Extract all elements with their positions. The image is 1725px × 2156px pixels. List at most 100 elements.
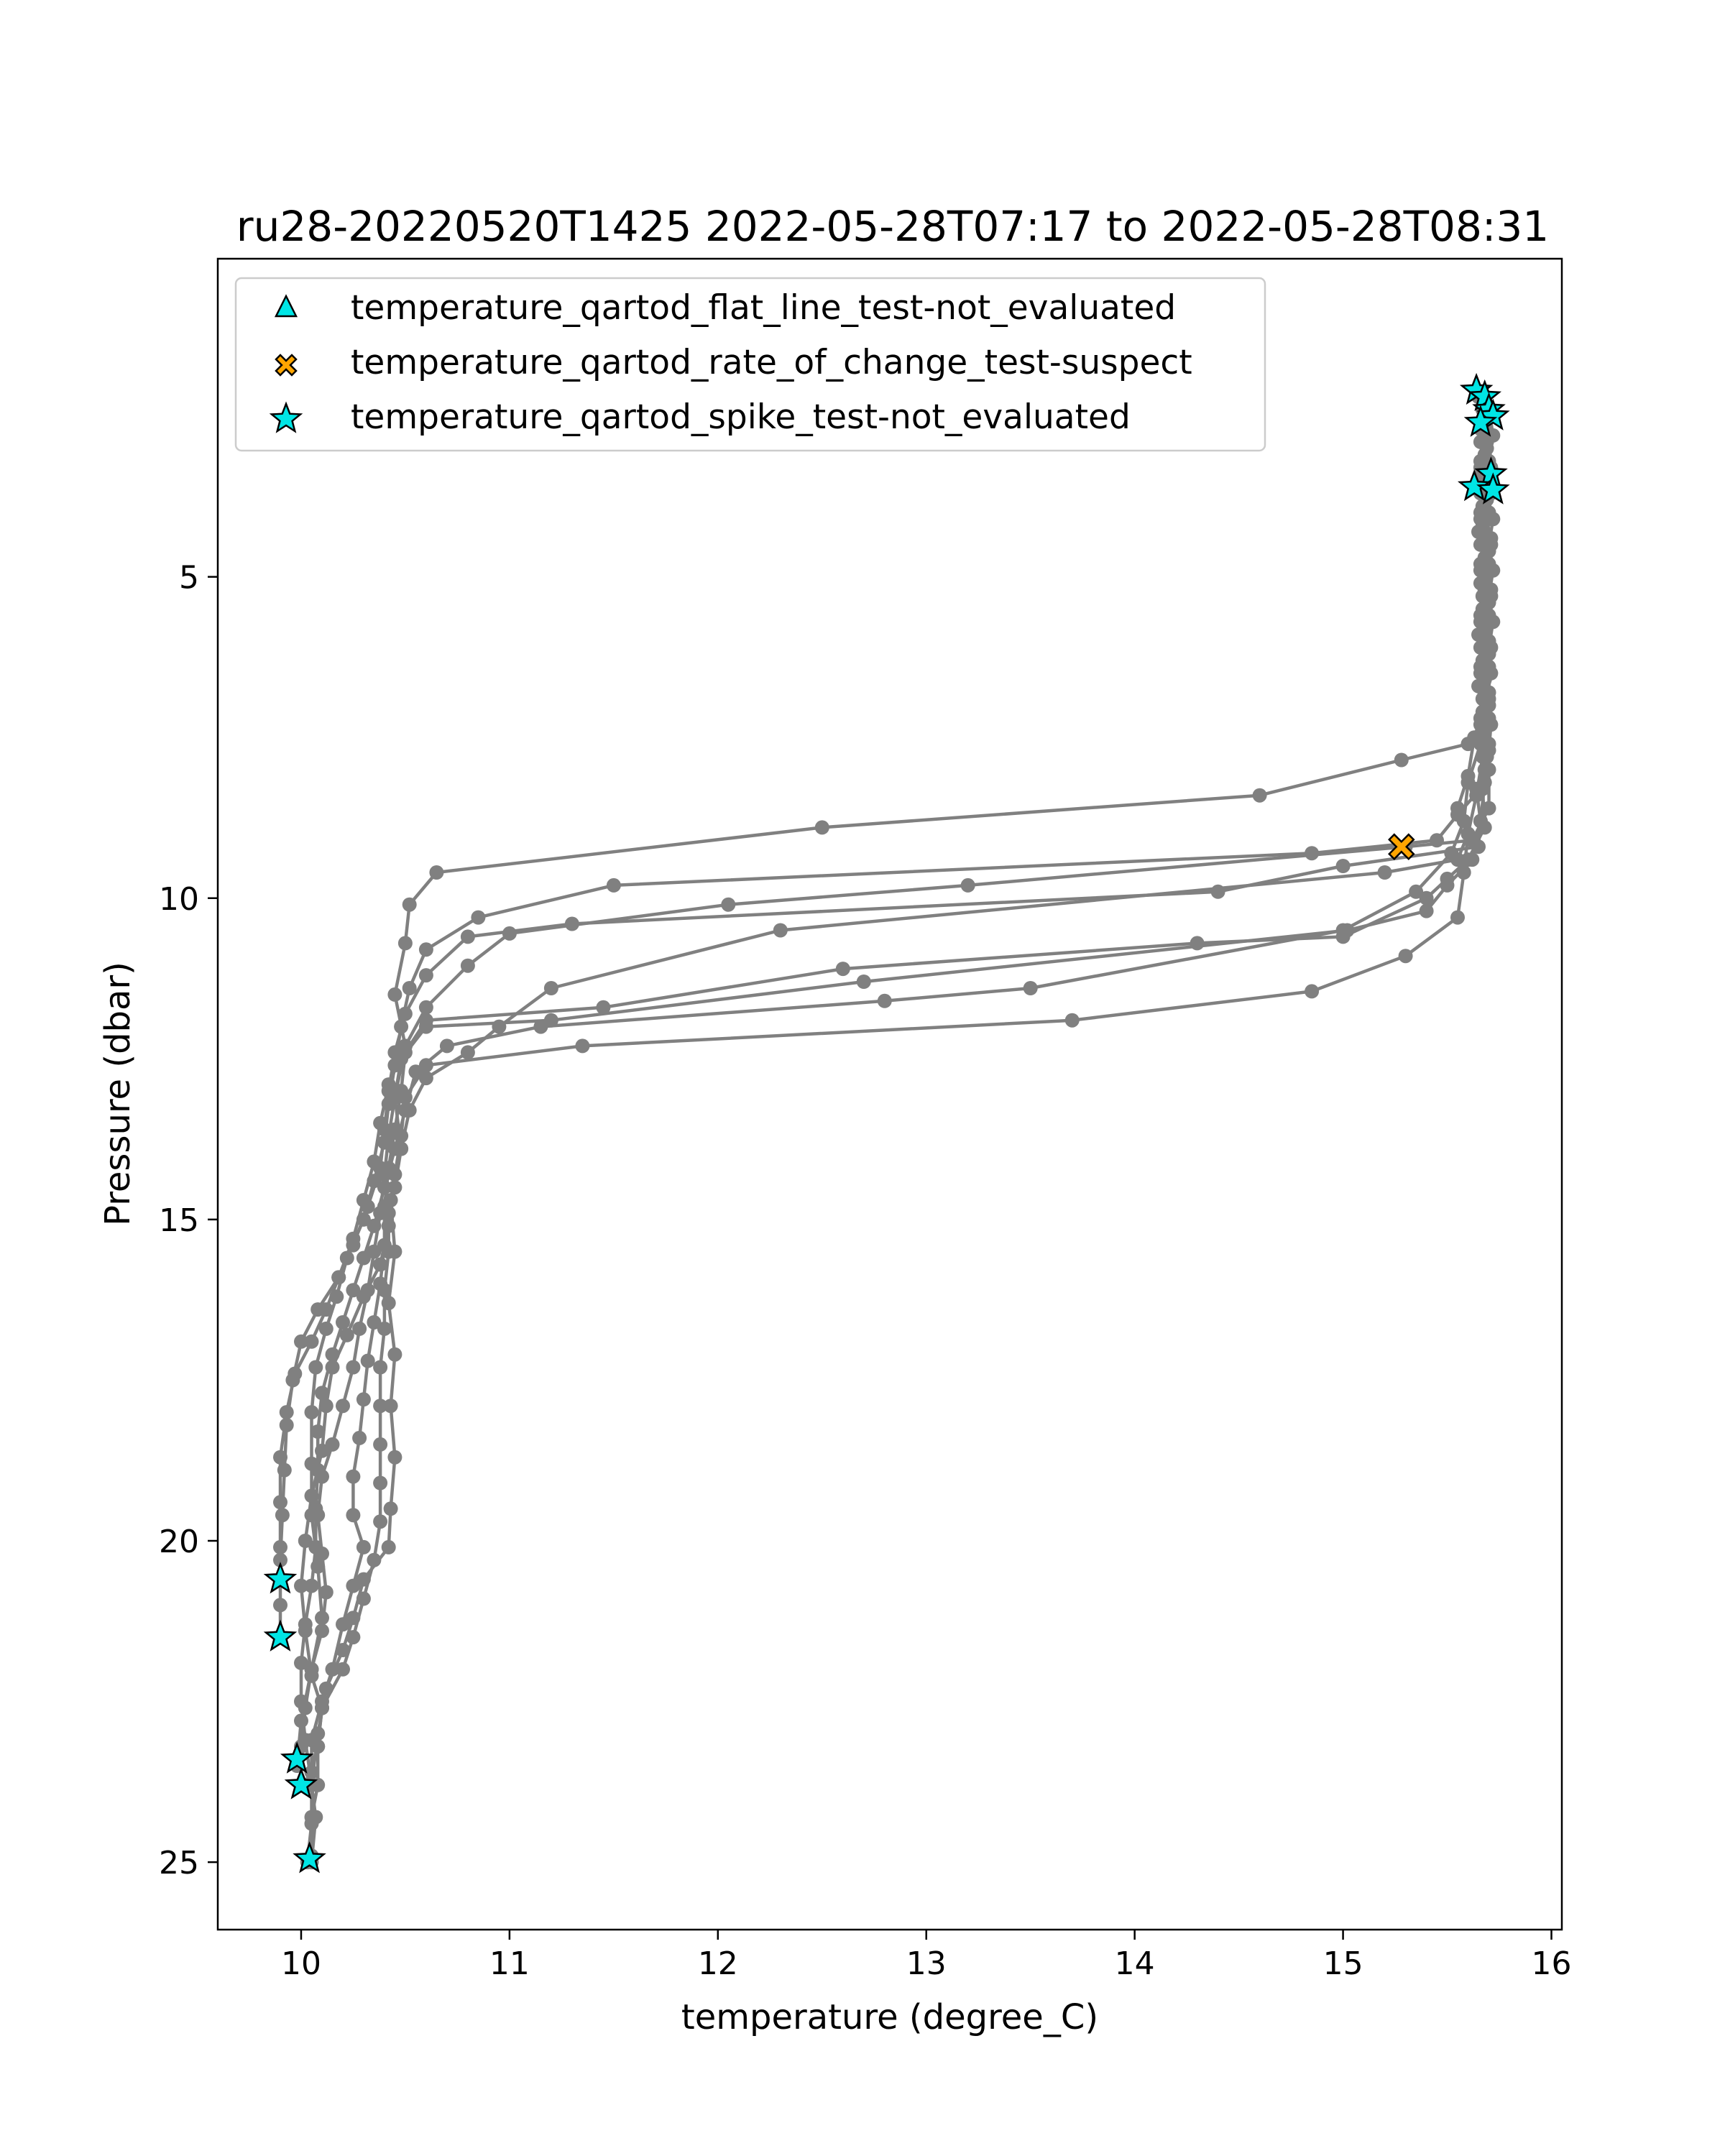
- profile-point: [606, 877, 621, 893]
- profile-point: [1440, 877, 1455, 893]
- profile-point: [383, 1399, 398, 1414]
- profile-point: [279, 1418, 294, 1432]
- profile-point: [277, 1462, 292, 1478]
- profile-point: [377, 1180, 392, 1195]
- profile-point: [381, 1539, 396, 1554]
- profile-point: [429, 865, 444, 880]
- profile-point: [373, 1475, 388, 1491]
- profile-point: [387, 1347, 402, 1362]
- profile-point: [1479, 634, 1494, 649]
- profile-point: [356, 1539, 371, 1554]
- spike-not-evaluated-marker: [293, 1841, 326, 1874]
- profile-point: [373, 1360, 388, 1375]
- profile-point: [1473, 814, 1488, 829]
- profile-point: [402, 897, 417, 912]
- profile-point: [315, 1623, 329, 1639]
- profile-point: [304, 1334, 319, 1349]
- profile-point: [1377, 865, 1392, 880]
- profile-point: [298, 1534, 313, 1548]
- x-tick-label: 11: [489, 1945, 530, 1982]
- profile-point: [381, 1128, 396, 1143]
- spike-not-evaluated-marker: [263, 1619, 298, 1651]
- profile-point: [439, 1038, 454, 1054]
- profile-point: [273, 1598, 288, 1613]
- profile-point: [418, 968, 433, 983]
- profile-point: [1023, 981, 1038, 995]
- profile-point: [1469, 788, 1484, 803]
- spike-not-evaluated-marker: [284, 1767, 318, 1800]
- profile-point: [387, 1167, 402, 1182]
- profile-point: [408, 1064, 423, 1079]
- profile-point: [346, 1578, 361, 1593]
- profile-point: [356, 1591, 371, 1606]
- profile-point: [471, 910, 486, 925]
- profile-point: [1444, 846, 1459, 861]
- profile-point: [543, 1013, 558, 1028]
- profile-point: [346, 1630, 361, 1645]
- profile-point: [1479, 531, 1494, 545]
- spike-not-evaluated-marker: [1476, 472, 1510, 505]
- profile-point: [960, 877, 975, 893]
- profile-point: [308, 1360, 323, 1375]
- x-tick-label: 13: [906, 1945, 947, 1982]
- profile-point: [381, 1244, 396, 1259]
- x-tick-label: 15: [1323, 1945, 1363, 1982]
- profile-point: [418, 1071, 433, 1086]
- profile-point: [310, 1302, 326, 1317]
- profile-point: [315, 1700, 329, 1715]
- profile-point: [356, 1250, 371, 1266]
- profile-point: [352, 1430, 367, 1445]
- y-tick-label: 5: [179, 560, 199, 596]
- y-axis-label: Pressure (dbar): [98, 962, 138, 1226]
- profile-point: [1456, 865, 1471, 880]
- profile-point: [814, 820, 829, 835]
- chart-title: ru28-20220520T1425 2022-05-28T07:17 to 2…: [236, 202, 1549, 251]
- profile-point: [367, 1218, 382, 1233]
- profile-point: [877, 993, 892, 1008]
- profile-point: [339, 1327, 354, 1342]
- profile-point: [1305, 984, 1320, 999]
- profile-point: [1479, 428, 1494, 443]
- profile-point: [397, 1102, 413, 1118]
- profile-point: [418, 942, 433, 957]
- x-tick-label: 10: [281, 1945, 321, 1982]
- y-tick-label: 25: [159, 1845, 199, 1881]
- profile-point: [294, 1694, 308, 1709]
- profile-point: [310, 1424, 326, 1439]
- profile-point: [336, 1399, 350, 1414]
- profile-point: [418, 1000, 433, 1015]
- profile-point: [285, 1373, 300, 1388]
- profile-point: [346, 1360, 361, 1375]
- profile-point: [325, 1662, 340, 1677]
- y-axis: 5 10 15 20 25: [159, 560, 218, 1881]
- profile-point: [835, 962, 850, 977]
- profile-point: [336, 1617, 350, 1632]
- rate-of-change-suspect-marker: [1388, 833, 1415, 860]
- profile-point: [367, 1244, 382, 1259]
- profile-point: [273, 1495, 288, 1510]
- profile-point: [387, 987, 402, 1002]
- profile-point: [543, 981, 558, 995]
- profile-point: [1460, 775, 1476, 790]
- profile-point: [1479, 582, 1494, 597]
- profile-point: [773, 923, 788, 938]
- profile-point: [294, 1578, 308, 1593]
- profile-point: [367, 1315, 382, 1330]
- profile-point: [310, 1462, 326, 1478]
- profile-point: [304, 1405, 319, 1420]
- profile-point: [397, 936, 413, 951]
- profile-point: [360, 1353, 375, 1368]
- profile-point: [336, 1662, 350, 1677]
- profile-point: [377, 1283, 392, 1298]
- legend-triangle-marker: [274, 294, 298, 318]
- profile-point: [1473, 711, 1488, 726]
- profile-point: [310, 1739, 326, 1754]
- profile-point: [575, 1038, 590, 1054]
- x-tick-label: 12: [698, 1945, 738, 1982]
- profile-point: [856, 975, 871, 989]
- plot-area: [218, 259, 1562, 1930]
- profile-point: [356, 1392, 371, 1407]
- profile-point: [367, 1552, 382, 1567]
- profile-point: [298, 1617, 313, 1632]
- profile-point: [1450, 910, 1465, 925]
